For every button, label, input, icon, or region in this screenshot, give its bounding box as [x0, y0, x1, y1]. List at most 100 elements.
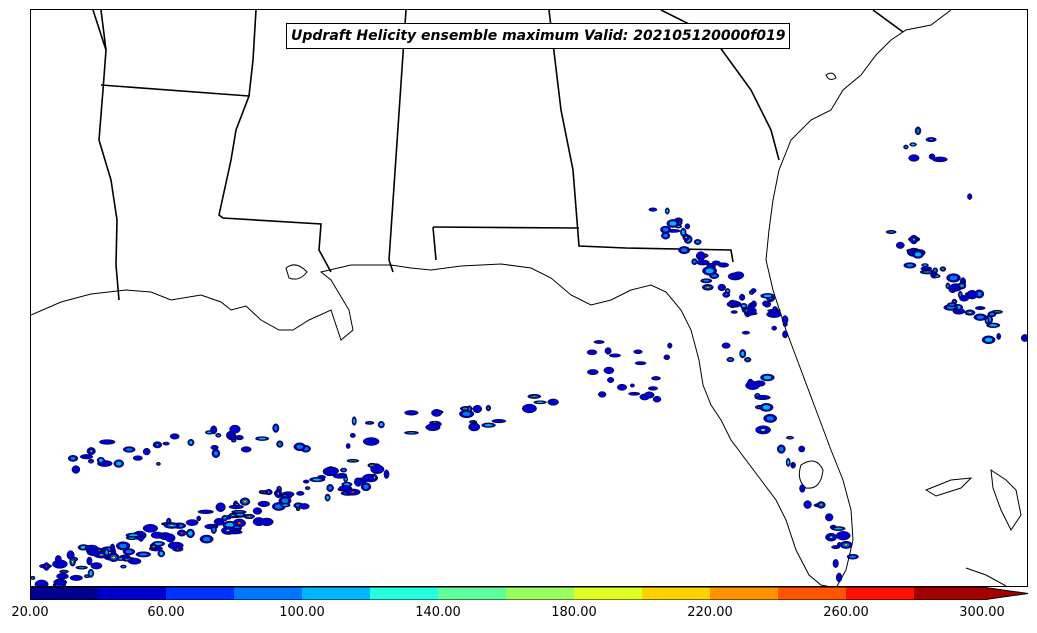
uh-cell	[350, 490, 356, 494]
uh-cell	[680, 247, 688, 253]
uh-cell	[730, 310, 738, 314]
uh-cell	[750, 300, 757, 308]
colorbar-cell	[778, 587, 847, 600]
uh-cell	[156, 462, 160, 466]
uh-cell	[362, 437, 380, 446]
uh-cell	[281, 497, 289, 504]
uh-cell	[109, 543, 116, 552]
uh-cell	[99, 439, 116, 445]
uh-cell	[56, 573, 69, 580]
uh-cell	[648, 207, 658, 212]
uh-cell	[916, 129, 920, 133]
colorbar	[30, 587, 1028, 600]
uh-cell	[695, 240, 701, 244]
uh-cell	[281, 503, 289, 507]
uh-cell	[154, 542, 163, 546]
uh-cell	[226, 530, 243, 535]
uh-cell	[164, 442, 168, 445]
uh-cell	[142, 447, 151, 456]
uh-cell	[425, 423, 441, 432]
uh-cell	[843, 543, 849, 547]
colorbar-cell	[370, 587, 439, 600]
uh-cell	[276, 492, 280, 496]
colorbar-cell	[914, 587, 983, 600]
uh-cell	[630, 383, 635, 388]
colorbar-cell	[574, 587, 643, 600]
uh-cell	[169, 433, 180, 440]
uh-cell	[222, 516, 227, 521]
uh-cell	[350, 460, 355, 462]
uh-cell	[984, 337, 993, 343]
uh-cell	[233, 525, 241, 529]
uh-cell	[684, 223, 691, 230]
uh-cell	[487, 406, 490, 410]
updraft-helicity-swaths	[31, 126, 1027, 586]
colorbar-cell	[98, 587, 167, 600]
uh-cell	[379, 422, 384, 427]
coastline-outline	[31, 10, 1022, 586]
uh-cell	[243, 500, 247, 503]
colorbar-cell	[302, 587, 371, 600]
uh-cell	[717, 283, 726, 292]
uh-cell	[86, 548, 100, 556]
uh-cell	[54, 555, 62, 563]
uh-cell	[762, 375, 772, 380]
uh-cell	[31, 576, 35, 580]
uh-cell	[587, 369, 599, 376]
uh-cell	[922, 263, 928, 267]
uh-cell	[196, 515, 202, 522]
uh-cell	[732, 271, 745, 280]
uh-cell	[352, 418, 356, 424]
uh-cell	[967, 193, 973, 200]
uh-cell	[521, 403, 537, 414]
uh-cell	[989, 312, 995, 316]
uh-cell	[98, 553, 104, 557]
uh-cell	[995, 311, 1000, 313]
colorbar-cell	[30, 587, 99, 600]
uh-cell	[766, 415, 775, 422]
uh-cell	[741, 304, 747, 308]
colorbar-cell	[166, 587, 235, 600]
uh-cell	[781, 315, 789, 325]
uh-cell	[668, 220, 677, 227]
uh-cell	[932, 156, 948, 163]
uh-cell	[362, 484, 370, 490]
uh-cell	[404, 410, 419, 416]
uh-cell	[367, 422, 372, 424]
uh-cell	[763, 294, 773, 298]
uh-cell	[702, 279, 710, 283]
uh-cell	[634, 361, 647, 366]
uh-cell	[187, 530, 194, 537]
uh-cell	[296, 491, 305, 496]
uh-cell	[252, 507, 263, 515]
uh-cell	[905, 263, 914, 268]
uh-cell	[104, 549, 109, 555]
uh-cell	[235, 435, 244, 441]
uh-cell	[327, 485, 333, 491]
uh-cell	[298, 503, 310, 510]
uh-cell	[317, 475, 326, 480]
uh-cell	[535, 401, 545, 404]
uh-cell	[383, 469, 390, 479]
uh-cell	[115, 461, 123, 467]
uh-cell	[34, 579, 49, 586]
colorbar-tick-label: 260.00	[823, 605, 869, 620]
uh-cell	[547, 398, 559, 406]
uh-cell	[705, 267, 715, 274]
uh-cell	[341, 468, 346, 472]
uh-cell	[216, 433, 221, 437]
uh-cell	[165, 533, 176, 543]
uh-cell	[976, 314, 985, 320]
uh-cell	[86, 556, 93, 566]
colorbar-cell	[234, 587, 303, 600]
uh-cell	[325, 495, 330, 501]
uh-cell	[662, 227, 669, 233]
uh-cell	[69, 456, 77, 461]
colorbar-tick-label: 60.00	[147, 605, 185, 620]
uh-cell	[836, 542, 842, 547]
uh-cell	[158, 551, 164, 556]
uh-cell	[138, 552, 149, 557]
uh-cell	[745, 381, 761, 390]
state-borders	[92, 10, 904, 301]
map-svg	[31, 10, 1027, 586]
